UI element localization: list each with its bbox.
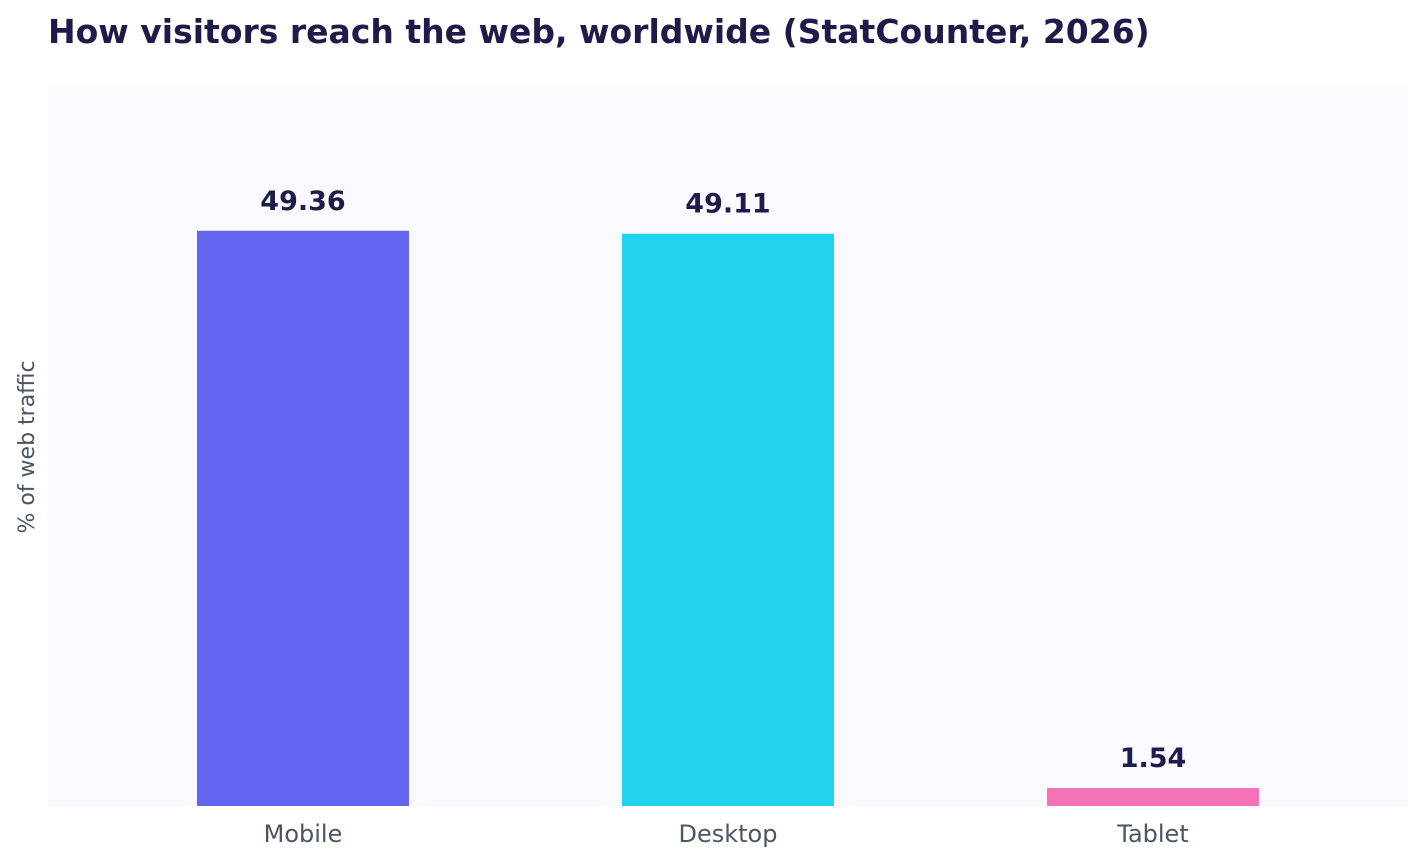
- chart-title: How visitors reach the web, worldwide (S…: [48, 12, 1150, 51]
- value-label-desktop: 49.11: [685, 189, 770, 220]
- x-tick-label-mobile: Mobile: [264, 820, 343, 848]
- bar-tablet: [1047, 788, 1259, 806]
- y-axis-label: % of web traffic: [15, 360, 40, 533]
- bar-desktop: [622, 233, 834, 807]
- value-label-tablet: 1.54: [1120, 743, 1187, 774]
- bar-mobile: [197, 230, 409, 807]
- x-tick-label-tablet: Tablet: [1116, 820, 1188, 848]
- bars-group: 49.36 Mobile 49.11 Desktop 1.54 Tablet: [197, 186, 1259, 848]
- x-tick-label-desktop: Desktop: [679, 820, 778, 848]
- value-label-mobile: 49.36: [260, 186, 345, 217]
